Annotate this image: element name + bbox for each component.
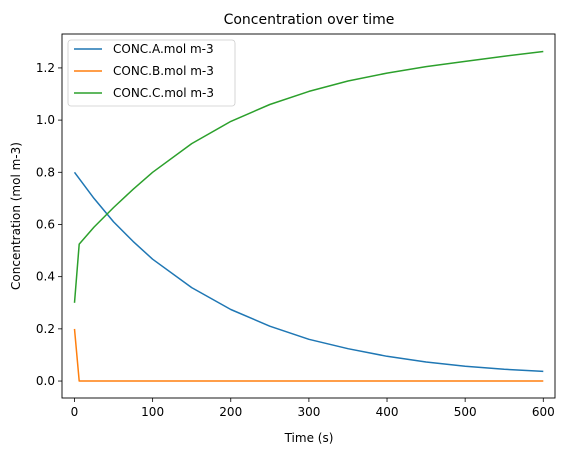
x-tick-label: 500: [454, 405, 477, 419]
series-line-b: [73, 328, 544, 382]
x-tick-label: 100: [141, 405, 164, 419]
y-tick-label: 0.6: [36, 217, 55, 231]
series-line-c: [73, 50, 544, 303]
x-tick-label: 200: [219, 405, 242, 419]
legend-label-c: CONC.C.mol m-3: [113, 86, 214, 100]
y-tick-label: 0.2: [36, 322, 55, 336]
y-tick-label: 0.8: [36, 165, 55, 179]
y-tick-label: 1.0: [36, 113, 55, 127]
x-tick-label: 300: [297, 405, 320, 419]
y-tick-label: 1.2: [36, 61, 55, 75]
legend-label-b: CONC.B.mol m-3: [113, 64, 214, 78]
y-tick-label: 0.0: [36, 374, 55, 388]
x-tick-label: 400: [376, 405, 399, 419]
x-tick-label: 0: [71, 405, 79, 419]
legend-box: [67, 39, 236, 107]
legend-label-a: CONC.A.mol m-3: [113, 42, 214, 56]
x-axis-title: Time (s): [284, 431, 334, 445]
x-tick-label: 600: [532, 405, 555, 419]
y-axis-title: Concentration (mol m-3): [9, 142, 23, 290]
y-tick-label: 0.4: [36, 270, 55, 284]
legend: CONC.A.mol m-3 CONC.B.mol m-3 CONC.C.mol…: [67, 39, 236, 107]
chart-title: Concentration over time: [224, 12, 395, 28]
series-line-a: [73, 171, 544, 373]
x-axis: 0 100 200 300 400 500 600: [71, 398, 555, 419]
series-lines: [73, 50, 544, 382]
y-axis: 0.0 0.2 0.4 0.6 0.8 1.0 1.2: [36, 61, 62, 388]
